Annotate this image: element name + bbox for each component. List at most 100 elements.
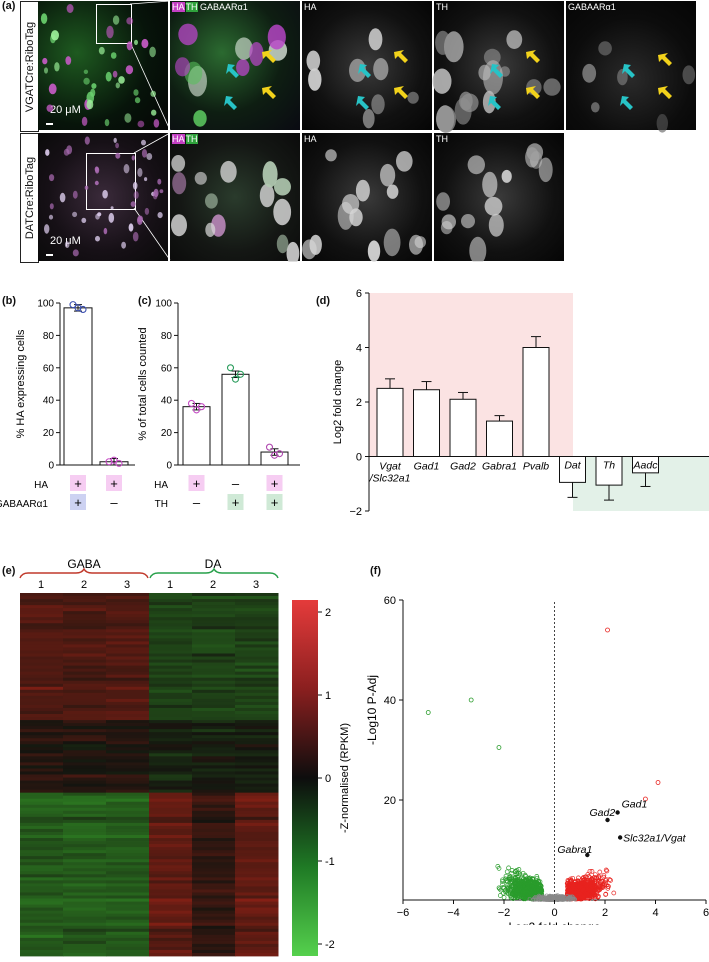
heatmap-cell: [63, 695, 107, 700]
cell-body: [51, 30, 59, 41]
heatmap-cell: [20, 735, 64, 739]
point-up: [611, 890, 617, 896]
cell-body: [94, 180, 99, 186]
heatmap-cell: [235, 831, 279, 836]
bar: [182, 406, 211, 466]
heatmap-cell: [20, 729, 64, 733]
heatmap-cell: [235, 901, 279, 905]
point-ns: [571, 895, 576, 900]
heatmap-cell: [20, 819, 64, 824]
point-down: [528, 886, 534, 891]
heatmap-cell: [192, 738, 236, 742]
heatmap-cell: [235, 841, 279, 845]
heatmap-cell: [235, 883, 279, 887]
cell-body: [205, 222, 216, 237]
yellow-arrow: [394, 86, 408, 99]
heatmap-cell: [106, 738, 150, 742]
heatmap-cell: [63, 680, 107, 685]
outlier-point: [468, 697, 474, 703]
heatmap-cell: [106, 780, 150, 784]
heatmap-cell: [235, 949, 279, 954]
heatmap-cell: [106, 668, 150, 673]
heatmap-cell: [235, 747, 279, 751]
heatmap-cell: [192, 813, 236, 818]
heatmap-cell: [63, 949, 107, 954]
heatmap-cell: [63, 928, 107, 933]
point-down: [500, 882, 505, 887]
heatmap-cell: [63, 847, 107, 851]
heatmap-cell: [235, 783, 279, 787]
heatmap-cell: [106, 732, 150, 736]
heatmap-cell: [235, 868, 279, 872]
heatmap-cell: [20, 599, 64, 603]
heatmap-cell: [20, 916, 64, 921]
heatmap-cell: [63, 801, 107, 806]
point-up: [603, 867, 609, 873]
heatmap-cell: [20, 704, 64, 709]
cell-body: [83, 69, 89, 75]
heatmap-cell: [20, 762, 64, 766]
heatmap-cell: [20, 747, 64, 751]
cell-body: [483, 60, 503, 95]
heatmap-cell: [63, 789, 107, 794]
heatmap-cell: [235, 919, 279, 924]
heatmap-cell: [192, 928, 236, 933]
heatmap-cell: [149, 635, 193, 639]
panel-f-label: (f): [370, 565, 381, 577]
heatmap-cell: [106, 828, 150, 833]
cell-body: [159, 189, 164, 194]
heatmap-cell: [106, 895, 150, 899]
cell-body: [467, 155, 485, 175]
cell-body: [309, 234, 322, 255]
heatmap-cell: [235, 750, 279, 754]
x-axis-label: Log2 fold change: [508, 920, 600, 925]
heatmap-cell: [20, 753, 64, 757]
annotation-label: Gad1: [622, 799, 648, 811]
heatmap-cell: [149, 759, 193, 763]
heatmap-cell: [149, 795, 193, 800]
heatmap-cell: [20, 810, 64, 815]
cell-body: [396, 151, 413, 172]
y-tick-label: 80: [161, 331, 173, 342]
heatmap-cell: [63, 862, 107, 866]
cell-body: [543, 78, 561, 96]
heatmap-cell: [63, 943, 107, 948]
heatmap-cell: [20, 741, 64, 745]
heatmap-cell: [149, 865, 193, 869]
heatmap-cell: [235, 792, 279, 797]
x-tick-label: −2: [498, 907, 511, 919]
heatmap-cell: [192, 919, 236, 924]
heatmap-cell: [235, 825, 279, 830]
category-label: Gad2: [450, 461, 476, 473]
data-point: [74, 304, 82, 312]
heatmap-cell: [20, 804, 64, 809]
heatmap-cell: [63, 698, 107, 703]
point-ns: [533, 894, 538, 899]
cell-body: [110, 52, 117, 59]
cell-body: [102, 189, 108, 199]
heatmap-cell: [235, 931, 279, 936]
cell-body: [506, 30, 523, 49]
heatmap-cell: [20, 701, 64, 706]
heatmap-cell: [192, 653, 236, 657]
heatmap-cell: [63, 813, 107, 818]
point-down: [500, 877, 505, 883]
data-point: [265, 443, 274, 451]
heatmap-cell: [63, 798, 107, 803]
heatmap-cell: [149, 804, 193, 809]
heatmap-cell: [63, 850, 107, 854]
heatmap-cell: [235, 617, 279, 621]
cell-body: [123, 164, 130, 174]
heatmap-cell: [192, 656, 236, 660]
y-tick-label: 20: [384, 795, 396, 807]
heatmap-cell: [149, 835, 193, 839]
data-point: [275, 450, 284, 458]
heatmap-cell: [63, 686, 107, 691]
heatmap-cell: [63, 659, 107, 663]
heatmap-cell: [235, 862, 279, 866]
heatmap-cell: [149, 608, 193, 612]
heatmap-cell: [192, 880, 236, 884]
heatmap-cell: [192, 850, 236, 854]
heatmap-cell: [63, 750, 107, 754]
point-down: [522, 872, 528, 878]
